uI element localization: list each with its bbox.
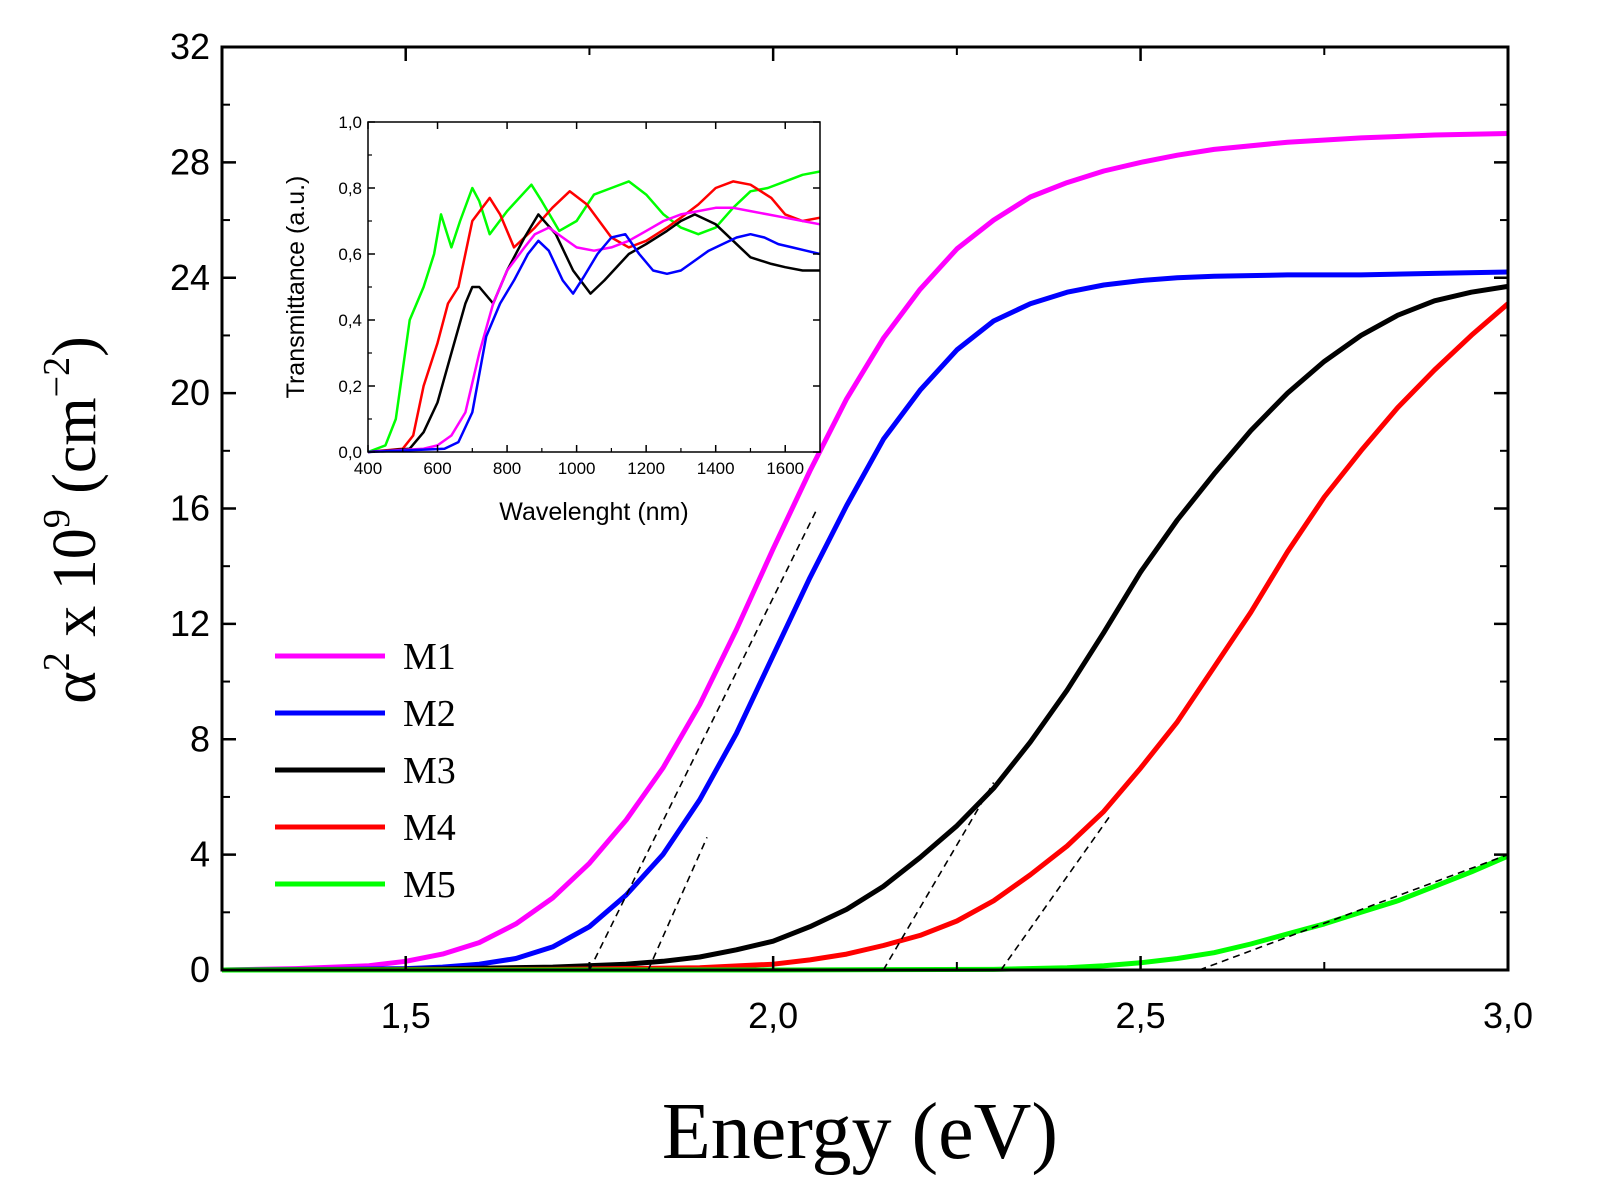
y-tick-label: 32 (170, 26, 210, 67)
legend-label-m2: M2 (403, 693, 456, 735)
inset-y-tick-label: 0,2 (338, 377, 362, 396)
inset-x-tick-label: 600 (423, 459, 451, 478)
y-tick-label: 0 (190, 949, 210, 990)
series-line-m1 (221, 131, 1509, 973)
main-plot-area: 1,5 2,0 2,5 3,0 0 4 8 12 16 20 24 28 32 (170, 26, 1533, 1036)
inset-y-axis-title: Transmittance (a.u.) (282, 176, 310, 399)
main-y-axis-title: α2 x 109 (cm−2) (36, 336, 109, 703)
main-x-axis: 1,5 2,0 2,5 3,0 (221, 47, 1533, 1036)
y-tick-label: 24 (170, 257, 210, 298)
legend-label-m4: M4 (403, 807, 456, 849)
main-x-axis-title: Energy (eV) (662, 1088, 1058, 1176)
inset-series-line-m1 (367, 206, 821, 454)
legend: M1 M2 M3 M4 M5 (275, 636, 456, 906)
main-y-axis: 0 4 8 12 16 20 24 28 32 (170, 26, 1508, 990)
y-tick-label: 8 (190, 718, 210, 759)
y-tick-label: 28 (170, 141, 210, 182)
inset-background (368, 122, 820, 452)
y-tick-label: 20 (170, 372, 210, 413)
series-line-m4 (221, 301, 1510, 973)
tangent-line-m3 (882, 782, 995, 971)
inset-y-tick-label: 1,0 (338, 113, 362, 132)
inset-x-tick-label: 1600 (766, 459, 804, 478)
x-tick-label: 2,5 (1116, 995, 1166, 1036)
series-line-m2 (221, 269, 1509, 973)
inset-y-axis: 0,0 0,2 0,4 0,6 0,8 1,0 (338, 113, 820, 462)
legend-label-m3: M3 (403, 750, 456, 792)
tangent-line-m4 (1000, 813, 1112, 971)
series-line-m3 (221, 283, 1509, 973)
inset-x-tick-label: 400 (354, 459, 382, 478)
legend-label-m5: M5 (403, 864, 456, 906)
tangent-line-m1 (588, 508, 818, 971)
y-tick-label: 12 (170, 603, 210, 644)
inset-series-line-m5 (367, 170, 821, 454)
tangent-line-m2 (647, 836, 708, 971)
y-tick-label: 16 (170, 488, 210, 529)
inset-x-tick-label: 800 (493, 459, 521, 478)
inset-y-tick-label: 0,4 (338, 311, 362, 330)
inset-x-tick-label: 1200 (627, 459, 665, 478)
inset-series-group (367, 170, 821, 454)
tangent-line-m5 (1199, 853, 1509, 971)
legend-label-m1: M1 (403, 636, 456, 678)
x-tick-label: 1,5 (381, 995, 431, 1036)
x-tick-label: 3,0 (1483, 995, 1533, 1036)
inset-series-line-m2 (367, 232, 821, 454)
inset-y-tick-label: 0,6 (338, 245, 362, 264)
inset-x-tick-label: 1400 (697, 459, 735, 478)
main-tangent-lines (588, 508, 1509, 971)
inset-y-tick-label: 0,8 (338, 179, 362, 198)
y-tick-label: 4 (190, 834, 210, 875)
inset-y-tick-label: 0,0 (338, 443, 362, 462)
inset-plot-area: 400 600 800 1000 1200 1400 1600 0,00,20,40,60,… (338, 113, 821, 478)
inset-x-axis: 400 600 800 1000 1200 1400 1600 (354, 122, 804, 478)
inset-series-line-m4 (367, 180, 821, 454)
inset-x-tick-label: 1000 (558, 459, 596, 478)
inset-x-axis-title: Wavelenght (nm) (499, 498, 688, 526)
x-tick-label: 2,0 (748, 995, 798, 1036)
